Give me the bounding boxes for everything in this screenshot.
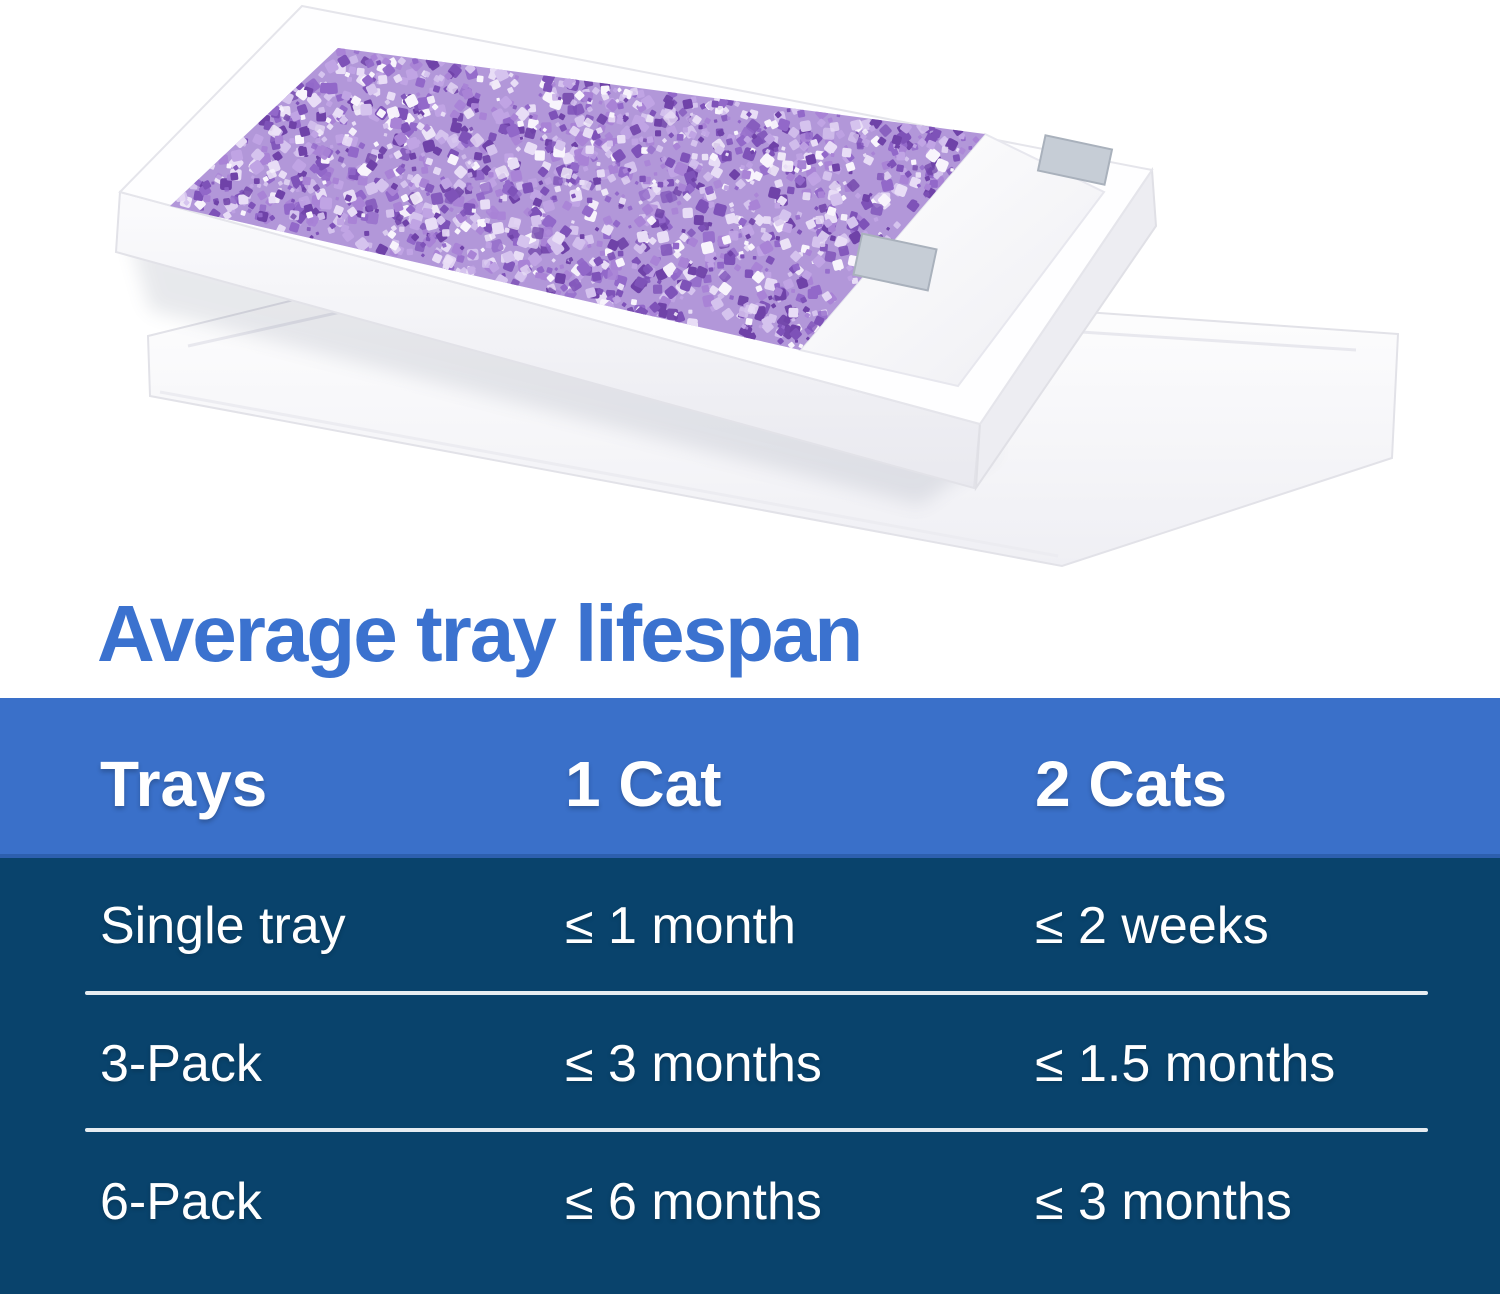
col-header-2-cats: 2 Cats xyxy=(1035,752,1227,816)
table-row-3-pack: 3-Pack ≤ 3 months ≤ 1.5 months xyxy=(0,1036,1500,1098)
page-title: Average tray lifespan xyxy=(97,594,861,674)
product-photo-svg xyxy=(0,0,1500,590)
table-row-single-tray: Single tray ≤ 1 month ≤ 2 weeks xyxy=(0,898,1500,960)
col-header-trays: Trays xyxy=(100,752,267,816)
table-row-6-pack: 6-Pack ≤ 6 months ≤ 3 months xyxy=(0,1174,1500,1236)
value-1-cat: ≤ 6 months xyxy=(565,1174,822,1231)
row-label: 3-Pack xyxy=(100,1036,262,1093)
row-label: Single tray xyxy=(100,898,346,955)
table-body: Single tray ≤ 1 month ≤ 2 weeks 3-Pack ≤… xyxy=(0,858,1500,1294)
table-header: Trays 1 Cat 2 Cats xyxy=(0,698,1500,858)
value-2-cats: ≤ 2 weeks xyxy=(1035,898,1269,955)
value-1-cat: ≤ 3 months xyxy=(565,1036,822,1093)
row-divider xyxy=(85,1128,1428,1132)
value-2-cats: ≤ 1.5 months xyxy=(1035,1036,1335,1093)
row-divider xyxy=(85,991,1428,995)
value-2-cats: ≤ 3 months xyxy=(1035,1174,1292,1231)
row-label: 6-Pack xyxy=(100,1174,262,1231)
product-photo xyxy=(0,0,1500,590)
col-header-1-cat: 1 Cat xyxy=(565,752,722,816)
value-1-cat: ≤ 1 month xyxy=(565,898,796,955)
